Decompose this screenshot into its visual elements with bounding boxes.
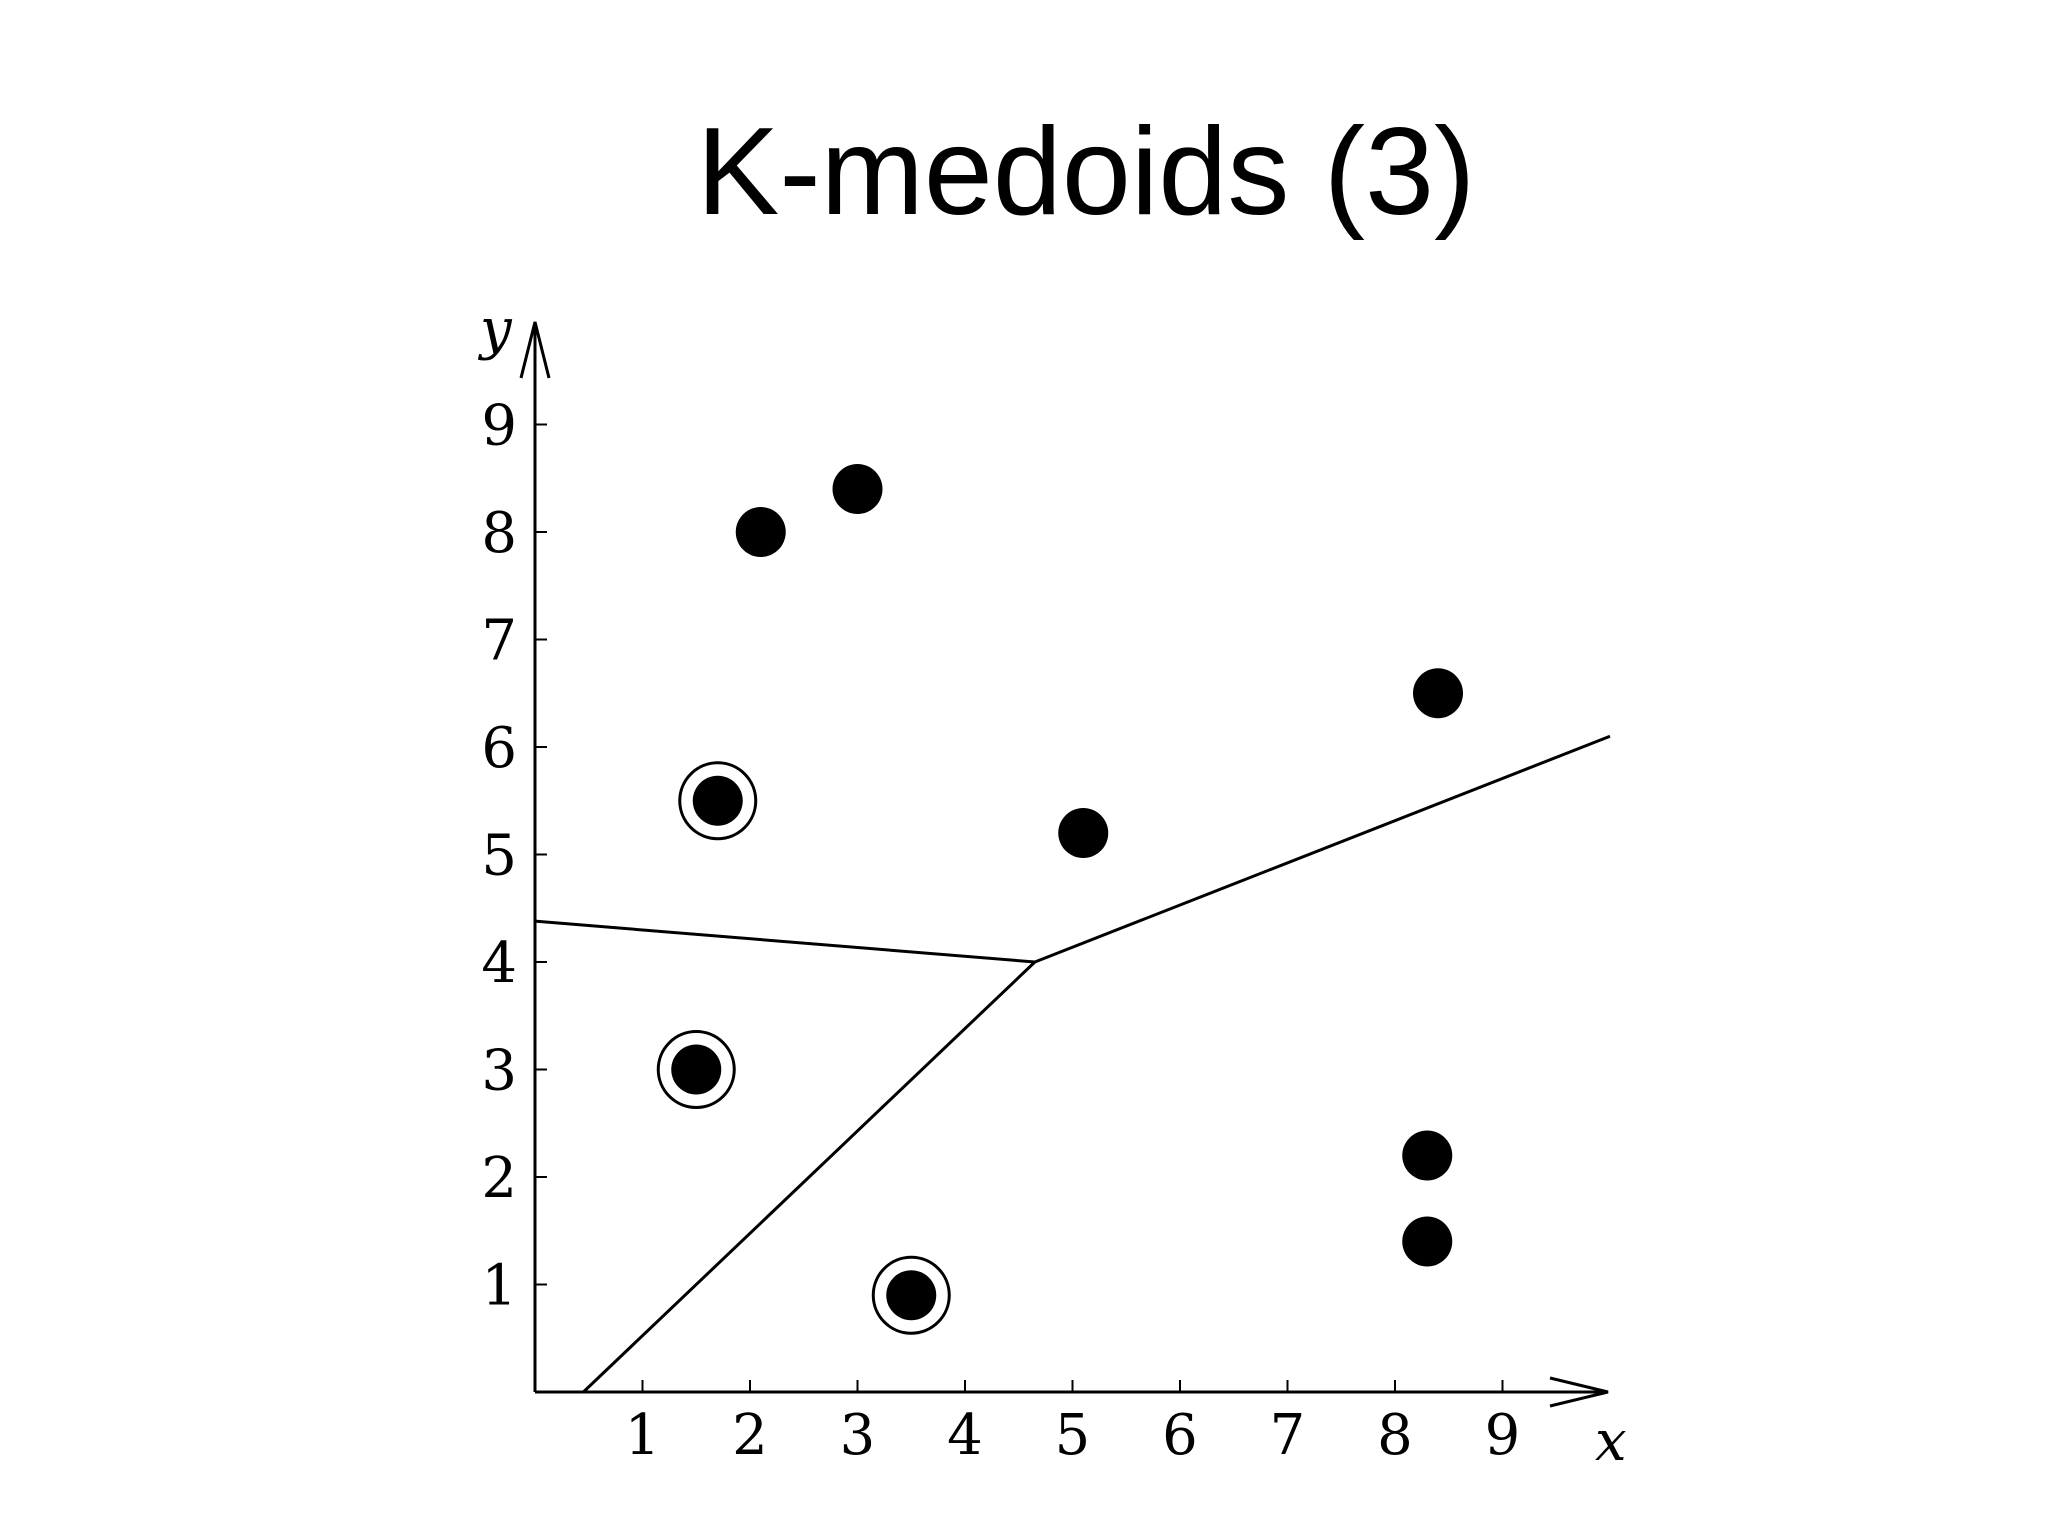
- x-axis-arrow: [1549, 1376, 1609, 1408]
- data-point: [1402, 1216, 1453, 1267]
- cluster-boundaries: [534, 734, 1611, 1394]
- x-tick-label: 4: [947, 1403, 983, 1468]
- medoid-ring: [678, 761, 758, 841]
- medoid-point: [886, 1270, 937, 1321]
- y-tick-label: 4: [481, 931, 517, 996]
- data-point: [1413, 668, 1463, 719]
- data-point: [735, 507, 786, 557]
- medoid-ring: [871, 1255, 951, 1335]
- y-axis-label: y: [477, 297, 513, 362]
- x-tick-label: 8: [1377, 1403, 1413, 1468]
- x-tick-label: 1: [625, 1403, 661, 1468]
- x-tick-label: 2: [732, 1403, 768, 1468]
- data-point: [832, 464, 883, 514]
- slide-title: K-medoids (3): [696, 103, 1476, 241]
- y-tick-label: 5: [481, 824, 517, 889]
- x-tick-label: 9: [1485, 1403, 1521, 1468]
- y-tick-label: 6: [481, 716, 517, 781]
- tick-marks: 1 2 3 4 5 6 7 8 9 1 2 3 4 5 6 7 8 9: [481, 394, 1520, 1469]
- data-points: [656, 464, 1463, 1335]
- medoid-point: [692, 775, 743, 826]
- y-tick-label: 1: [481, 1254, 517, 1319]
- data-point: [1058, 808, 1109, 858]
- medoid-point: [671, 1044, 722, 1095]
- x-tick-label: 5: [1055, 1403, 1091, 1468]
- x-axis-label: x: [1595, 1409, 1627, 1474]
- x-tick-label: 7: [1270, 1403, 1306, 1468]
- medoid-ring: [656, 1030, 736, 1109]
- x-tick-label: 3: [840, 1403, 876, 1468]
- y-tick-label: 2: [481, 1146, 517, 1211]
- y-tick-label: 8: [481, 501, 517, 566]
- y-tick-label: 9: [481, 394, 517, 459]
- y-tick-label: 3: [481, 1039, 517, 1104]
- x-tick-label: 6: [1162, 1403, 1198, 1468]
- cluster-boundary-line: [534, 919, 1035, 964]
- cluster-boundary-line: [582, 960, 1036, 1394]
- y-axis-arrow: [519, 321, 551, 379]
- cluster-boundary-line: [1034, 734, 1611, 964]
- data-point: [1402, 1130, 1453, 1181]
- y-tick-label: 7: [481, 609, 517, 674]
